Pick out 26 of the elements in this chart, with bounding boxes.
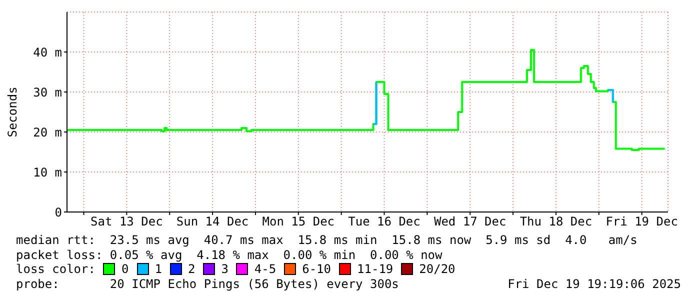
x-tick-label: Wed 17 Dec	[434, 214, 506, 229]
legend-label: 11-19	[357, 262, 394, 276]
y-tick-label: 10 m	[33, 165, 62, 180]
x-tick-label: Thu 18 Dec	[520, 214, 592, 229]
legend-label: 3	[221, 262, 228, 276]
text: packet loss: 0.05 % avg 4.18 % max 0.00 % min 0.00 % now	[16, 248, 444, 262]
legend-label: 6-10	[302, 262, 332, 276]
y-tick-label: 30 m	[33, 85, 62, 100]
x-tick-label: Mon 15 Dec	[262, 214, 335, 229]
legend-label: 0	[121, 262, 129, 276]
y-tick-label: 40 m	[33, 45, 62, 60]
legend-label: 4-5	[254, 262, 276, 276]
y-tick-label: 20 m	[33, 125, 62, 140]
x-tick-label: Fri 19 Dec	[606, 214, 678, 229]
x-tick-label: Sat 13 Dec	[90, 214, 163, 229]
text: probe: 20 ICMP Echo Pings (56 Bytes) every 300s	[16, 276, 399, 291]
legend-label: 2	[188, 262, 196, 276]
text: median rtt: 23.5 ms avg 40.7 ms max 15.8 ms min 15.8 ms now 5.9 ms sd 4.0 am/s	[16, 233, 638, 248]
x-tick-label: Tue 16 Dec	[348, 214, 420, 229]
y-axis-title: Seconds	[5, 86, 20, 138]
text: Fri Dec 19 19:19:06 2025	[508, 276, 681, 291]
legend-label: 20/20	[419, 262, 456, 276]
x-tick-label: Sun 14 Dec	[176, 214, 249, 229]
legend-label: 1	[154, 262, 162, 276]
legend-title: loss color:	[16, 262, 96, 276]
y-tick-label: 0	[54, 205, 62, 220]
